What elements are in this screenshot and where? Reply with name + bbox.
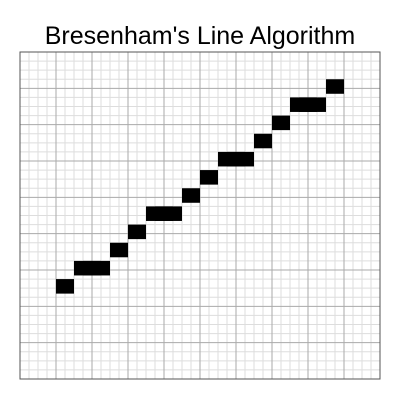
rasterized-line-pixels	[56, 79, 344, 294]
lit-pixel	[272, 115, 290, 131]
lit-pixel	[92, 260, 110, 276]
lit-pixel	[236, 151, 254, 167]
lit-pixel	[164, 206, 182, 221]
lit-pixel	[56, 279, 74, 294]
lit-pixel	[182, 188, 200, 203]
grid-border	[19, 51, 381, 380]
lit-pixel	[308, 97, 326, 112]
lit-pixel	[200, 170, 218, 185]
lit-pixel	[128, 224, 146, 240]
lit-pixel	[326, 79, 344, 94]
diagram-title: Bresenham's Line Algorithm	[44, 22, 356, 50]
lit-pixel	[254, 133, 272, 149]
lit-pixel	[110, 242, 128, 258]
